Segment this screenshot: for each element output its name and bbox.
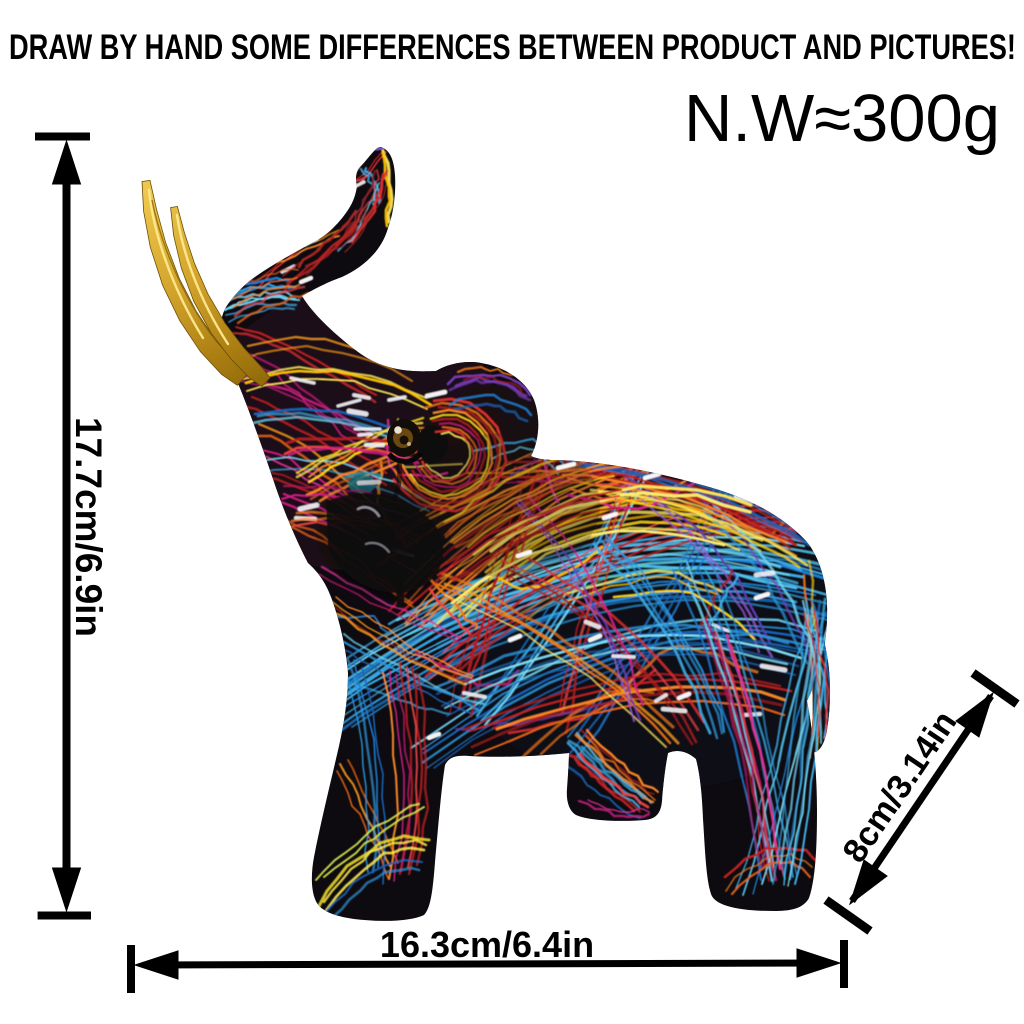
svg-text:17.7cm/6.9in: 17.7cm/6.9in [68, 417, 109, 637]
svg-text:N.W≈300g: N.W≈300g [684, 81, 1000, 156]
svg-text:8cm/3.14in: 8cm/3.14in [835, 704, 964, 869]
svg-text:16.3cm/6.4in: 16.3cm/6.4in [380, 924, 594, 965]
svg-text:DRAW BY HAND SOME DIFFERENCES: DRAW BY HAND SOME DIFFERENCES BETWEEN PR… [9, 27, 1016, 67]
